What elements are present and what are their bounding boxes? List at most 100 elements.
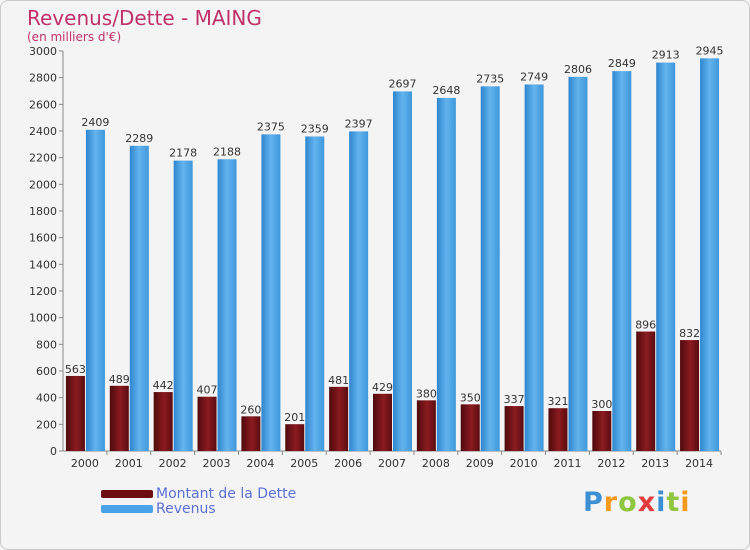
data-label-dette: 429: [372, 381, 393, 394]
x-tick-label: 2003: [203, 457, 231, 470]
y-tick-label: 1200: [29, 285, 57, 298]
bar-dette: [592, 411, 612, 451]
bar-revenus: [612, 71, 632, 451]
y-tick-label: 1400: [29, 258, 57, 271]
data-label-revenus: 2397: [345, 117, 373, 130]
data-label-revenus: 2735: [476, 72, 504, 85]
data-label-dette: 300: [591, 398, 612, 411]
bar-revenus: [524, 84, 544, 451]
data-label-dette: 260: [240, 403, 261, 416]
legend-item-dette: Montant de la Dette: [101, 486, 361, 502]
y-tick-label: 2400: [29, 125, 57, 138]
data-label-dette: 442: [153, 379, 174, 392]
x-tick-label: 2012: [597, 457, 625, 470]
data-label-dette: 337: [504, 393, 525, 406]
data-label-revenus: 2289: [125, 132, 153, 145]
bar-revenus: [568, 76, 588, 451]
logo-letter: i: [680, 487, 691, 518]
data-label-revenus: 2945: [696, 44, 724, 57]
bar-revenus: [173, 160, 193, 451]
bar-dette: [197, 396, 217, 451]
data-label-dette: 481: [328, 374, 349, 387]
x-tick-label: 2008: [422, 457, 450, 470]
legend-swatch-revenus: [101, 505, 153, 513]
y-tick-label: 2200: [29, 152, 57, 165]
data-label-revenus: 2375: [257, 120, 285, 133]
data-label-dette: 896: [635, 319, 656, 332]
logo-letter: t: [666, 487, 681, 518]
logo-letter: x: [637, 487, 657, 518]
x-tick-label: 2014: [685, 457, 713, 470]
bar-dette: [636, 331, 656, 451]
x-tick-label: 2011: [553, 457, 581, 470]
data-label-revenus: 2913: [652, 49, 680, 62]
logo-letter: r: [603, 487, 619, 518]
x-tick-label: 2001: [115, 457, 143, 470]
logo-letter: i: [656, 487, 667, 518]
y-tick-label: 200: [36, 418, 57, 431]
x-tick-label: 2000: [71, 457, 99, 470]
y-tick-label: 2600: [29, 98, 57, 111]
y-tick-label: 0: [50, 445, 57, 458]
bar-dette: [680, 340, 700, 451]
legend-swatch-dette: [101, 490, 153, 498]
x-tick-label: 2004: [246, 457, 274, 470]
bar-revenus: [393, 91, 412, 452]
bar-revenus: [217, 159, 237, 451]
bar-dette: [548, 408, 568, 451]
bar-dette: [285, 424, 305, 451]
x-tick-label: 2009: [466, 457, 494, 470]
logo-letter: P: [583, 487, 604, 518]
y-tick-label: 1000: [29, 312, 57, 325]
data-label-dette: 407: [197, 384, 218, 397]
bar-revenus: [656, 62, 676, 451]
x-tick-label: 2010: [510, 457, 538, 470]
bar-revenus: [85, 129, 105, 452]
x-tick-label: 2013: [641, 457, 669, 470]
x-tick-label: 2007: [378, 457, 406, 470]
bar-revenus: [700, 58, 720, 451]
data-label-revenus: 2409: [81, 116, 109, 129]
bar-dette: [329, 386, 349, 451]
bar-revenus: [349, 131, 369, 451]
data-label-dette: 489: [109, 373, 130, 386]
legend-label-revenus: Revenus: [156, 501, 216, 517]
data-label-revenus: 2749: [520, 70, 548, 83]
bar-revenus: [436, 97, 456, 451]
legend-label-dette: Montant de la Dette: [156, 486, 297, 502]
y-tick-label: 400: [36, 392, 57, 405]
bar-dette: [460, 404, 480, 451]
y-tick-label: 3000: [29, 45, 57, 58]
data-label-revenus: 2178: [169, 147, 197, 160]
bar-dette: [504, 406, 524, 451]
bar-dette: [109, 385, 129, 451]
chart-title: Revenus/Dette - MAING: [27, 6, 262, 30]
data-label-revenus: 2849: [608, 57, 636, 70]
logo-letter: o: [618, 487, 638, 518]
proxiti-logo: Proxiti: [583, 487, 691, 518]
bar-dette: [153, 392, 173, 451]
data-label-dette: 563: [65, 363, 86, 376]
legend-item-revenus: Revenus: [101, 501, 361, 517]
y-tick-label: 2800: [29, 72, 57, 85]
data-label-revenus: 2188: [213, 145, 241, 158]
bar-revenus: [480, 86, 500, 451]
bar-revenus: [129, 145, 149, 452]
data-label-dette: 832: [679, 327, 700, 340]
bar-dette: [65, 375, 85, 451]
data-label-revenus: 2648: [432, 84, 460, 97]
x-tick-label: 2006: [334, 457, 362, 470]
bar-revenus: [305, 136, 325, 451]
y-tick-label: 1600: [29, 232, 57, 245]
y-tick-label: 2000: [29, 178, 57, 191]
x-tick-label: 2002: [159, 457, 187, 470]
bar-dette: [373, 393, 392, 451]
y-tick-label: 1800: [29, 205, 57, 218]
data-label-dette: 321: [547, 395, 568, 408]
chart-subtitle: (en milliers d'€): [27, 30, 122, 44]
bar-dette: [416, 400, 436, 451]
data-label-dette: 380: [416, 387, 437, 400]
y-tick-label: 800: [36, 338, 57, 351]
